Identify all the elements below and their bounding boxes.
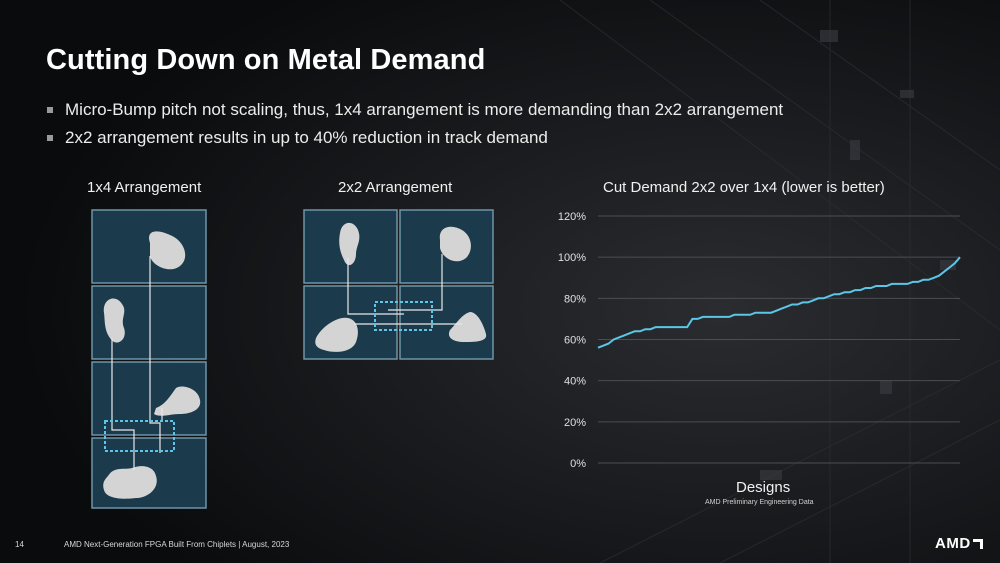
diagram-1x4-label: 1x4 Arrangement	[87, 179, 202, 196]
route-line	[149, 256, 161, 453]
y-tick-label: 20%	[564, 417, 586, 429]
route-line	[388, 254, 443, 311]
chart-title: Cut Demand 2x2 over 1x4 (lower is better…	[603, 179, 885, 196]
bump-blob	[149, 231, 186, 270]
page-number: 14	[15, 540, 24, 549]
y-tick-label: 40%	[564, 376, 586, 388]
y-tick-label: 80%	[564, 293, 586, 305]
chart-xlabel: Designs	[736, 479, 791, 496]
bullet-item: 2x2 arrangement results in up to 40% red…	[46, 124, 783, 152]
y-tick-label: 60%	[564, 335, 586, 347]
bump-blob	[154, 386, 201, 416]
footer-text: AMD Next-Generation FPGA Built From Chip…	[64, 540, 290, 549]
bump-blob	[448, 312, 487, 342]
bump-blob	[339, 222, 360, 266]
bullet-text: Micro-Bump pitch not scaling, thus, 1x4 …	[65, 100, 784, 119]
y-tick-label: 120%	[558, 211, 586, 223]
bump-blob	[103, 298, 125, 343]
route-line	[347, 258, 404, 315]
logo-text: AMD	[935, 535, 971, 552]
y-tick-label: 0%	[570, 458, 586, 470]
bullet-square-icon	[47, 107, 53, 113]
bump-region-highlight	[374, 301, 433, 331]
diagram-1x4	[91, 209, 207, 509]
slide-title: Cutting Down on Metal Demand	[46, 44, 486, 76]
diagram-2x2	[303, 209, 494, 360]
chiplet-tile	[91, 209, 207, 284]
route-line	[111, 338, 135, 470]
series-line-cut-demand	[597, 256, 961, 349]
bump-region-highlight	[104, 420, 175, 452]
bullet-text: 2x2 arrangement results in up to 40% red…	[65, 128, 548, 147]
bullet-square-icon	[47, 135, 53, 141]
bullet-list: Micro-Bump pitch not scaling, thus, 1x4 …	[46, 96, 783, 152]
diagram-2x2-label: 2x2 Arrangement	[338, 179, 453, 196]
bullet-item: Micro-Bump pitch not scaling, thus, 1x4 …	[46, 96, 783, 124]
y-tick-label: 100%	[558, 252, 586, 264]
bump-blob	[103, 466, 157, 499]
bump-blob	[439, 226, 471, 262]
cut-demand-chart: 0% 20% 40% 60% 80% 100% 120%	[558, 211, 961, 470]
bump-blob	[315, 317, 358, 352]
amd-arrow-icon	[972, 538, 983, 549]
amd-logo: AMD	[935, 535, 983, 552]
chart-note: AMD Preliminary Engineering Data	[705, 499, 814, 506]
